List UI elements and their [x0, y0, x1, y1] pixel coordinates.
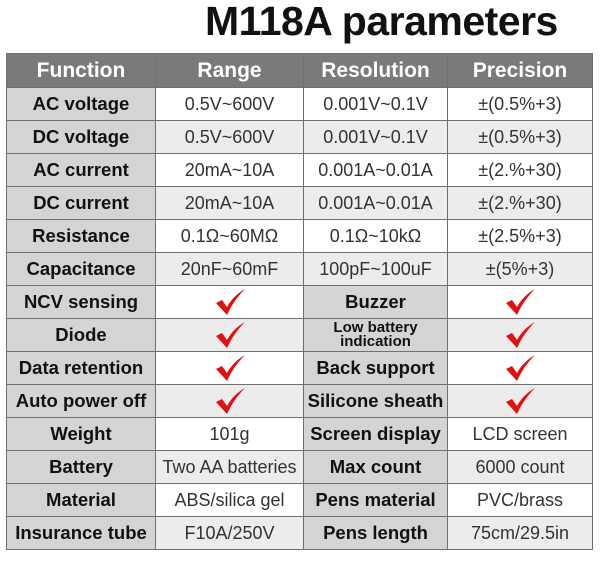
precision-value: ±(0.5%+3): [447, 87, 593, 121]
resolution-value: 100pF~100uF: [303, 252, 448, 286]
resolution-value: 0.1Ω~10kΩ: [303, 219, 448, 253]
function-label: AC voltage: [6, 87, 156, 121]
feature-label: Buzzer: [303, 285, 448, 319]
range-value: 20mA~10A: [155, 153, 304, 187]
feature-row: Auto power off Silicone sheath: [6, 384, 593, 418]
range-value: 0.1Ω~60MΩ: [155, 219, 304, 253]
spec-row: Material ABS/silica gel Pens material PVC/b…: [6, 483, 593, 517]
function-label: DC voltage: [6, 120, 156, 154]
precision-value: ±(2.%+30): [447, 153, 593, 187]
spec-label: Max count: [303, 450, 448, 484]
resolution-value: 0.001V~0.1V: [303, 87, 448, 121]
header-function: Function: [6, 53, 156, 88]
check-icon: [447, 351, 593, 385]
header-range: Range: [155, 53, 304, 88]
feature-label: Auto power off: [6, 384, 156, 418]
spec-value: ABS/silica gel: [155, 483, 304, 517]
spec-label: Pens length: [303, 516, 448, 550]
spec-row: Insurance tube F10A/250V Pens length 75cm/2…: [6, 516, 593, 550]
spec-value: F10A/250V: [155, 516, 304, 550]
check-icon: [155, 285, 304, 319]
check-icon: [447, 285, 593, 319]
feature-row: NCV sensing Buzzer: [6, 285, 593, 319]
spec-label: Battery: [6, 450, 156, 484]
table-row: DC voltage 0.5V~600V 0.001V~0.1V ±(0.5%+3): [6, 120, 593, 154]
feature-label: Low battery indication: [303, 318, 448, 352]
range-value: 20mA~10A: [155, 186, 304, 220]
spec-label: Material: [6, 483, 156, 517]
parameters-table: Function Range Resolution Precision AC v…: [6, 53, 593, 550]
spec-value: Two AA batteries: [155, 450, 304, 484]
feature-label: NCV sensing: [6, 285, 156, 319]
feature-row: Data retention Back support: [6, 351, 593, 385]
feature-label: Diode: [6, 318, 156, 352]
spec-label: Pens material: [303, 483, 448, 517]
spec-value: 101g: [155, 417, 304, 451]
check-icon: [155, 318, 304, 352]
spec-value: LCD screen: [447, 417, 593, 451]
header-precision: Precision: [447, 53, 593, 88]
spec-label: Screen display: [303, 417, 448, 451]
function-label: AC current: [6, 153, 156, 187]
range-value: 20nF~60mF: [155, 252, 304, 286]
check-icon: [155, 351, 304, 385]
header-resolution: Resolution: [303, 53, 448, 88]
spec-value: PVC/brass: [447, 483, 593, 517]
resolution-value: 0.001A~0.01A: [303, 186, 448, 220]
spec-row: Battery Two AA batteries Max count 6000 cou…: [6, 450, 593, 484]
feature-label: Back support: [303, 351, 448, 385]
feature-row: Diode Low battery indication: [6, 318, 593, 352]
table-row: Capacitance 20nF~60mF 100pF~100uF ±(5%+3): [6, 252, 593, 286]
spec-row: Weight 101g Screen display LCD screen: [6, 417, 593, 451]
table-row: Resistance 0.1Ω~60MΩ 0.1Ω~10kΩ ±(2.5%+3): [6, 219, 593, 253]
spec-value: 6000 count: [447, 450, 593, 484]
spec-label: Insurance tube: [6, 516, 156, 550]
precision-value: ±(2.5%+3): [447, 219, 593, 253]
check-icon: [447, 318, 593, 352]
table-row: AC current 20mA~10A 0.001A~0.01A ±(2.%+30): [6, 153, 593, 187]
spec-value: 75cm/29.5in: [447, 516, 593, 550]
function-label: Resistance: [6, 219, 156, 253]
function-label: DC current: [6, 186, 156, 220]
resolution-value: 0.001A~0.01A: [303, 153, 448, 187]
header-row: Function Range Resolution Precision: [6, 53, 593, 88]
table-row: AC voltage 0.5V~600V 0.001V~0.1V ±(0.5%+3): [6, 87, 593, 121]
check-icon: [447, 384, 593, 418]
precision-value: ±(5%+3): [447, 252, 593, 286]
resolution-value: 0.001V~0.1V: [303, 120, 448, 154]
precision-value: ±(0.5%+3): [447, 120, 593, 154]
table-row: DC current 20mA~10A 0.001A~0.01A ±(2.%+30): [6, 186, 593, 220]
check-icon: [155, 384, 304, 418]
function-label: Capacitance: [6, 252, 156, 286]
feature-label: Data retention: [6, 351, 156, 385]
page-title: M118A parameters: [205, 0, 558, 44]
range-value: 0.5V~600V: [155, 87, 304, 121]
precision-value: ±(2.%+30): [447, 186, 593, 220]
range-value: 0.5V~600V: [155, 120, 304, 154]
feature-label: Silicone sheath: [303, 384, 448, 418]
spec-label: Weight: [6, 417, 156, 451]
